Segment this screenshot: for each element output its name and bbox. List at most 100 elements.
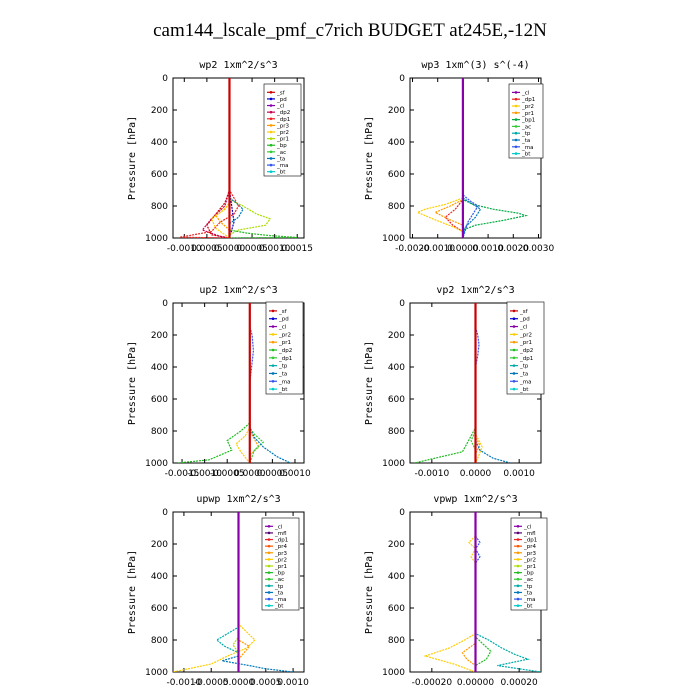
y-axis-label: Pressure [hPa] bbox=[364, 550, 375, 634]
legend-entry: _pr2 bbox=[521, 104, 534, 110]
y-tick-label: 800 bbox=[388, 636, 405, 646]
x-tick-label: -0.0010 bbox=[167, 678, 202, 688]
legend-marker bbox=[514, 118, 518, 121]
legend-marker bbox=[267, 551, 271, 555]
legend-marker bbox=[516, 571, 520, 574]
x-tick-label: -0.0015 bbox=[165, 469, 200, 479]
legend-entry: _pr4 bbox=[274, 544, 288, 550]
y-tick-label: 0 bbox=[162, 299, 168, 309]
y-tick-label: 200 bbox=[151, 331, 168, 341]
y-tick-label: 0 bbox=[162, 74, 168, 84]
legend-entry: _tp bbox=[521, 131, 531, 137]
series-line-pr3 bbox=[237, 512, 251, 660]
legend-marker bbox=[512, 387, 516, 391]
legend-entry: _sf bbox=[278, 309, 288, 315]
y-tick-label: 600 bbox=[388, 604, 405, 614]
legend-entry: _pr2 bbox=[274, 557, 287, 563]
legend-marker bbox=[512, 372, 516, 375]
chart-title: vp2 1xm^2/s^3 bbox=[436, 285, 514, 296]
series-line-tp bbox=[474, 512, 541, 672]
legend-entry: _pr2 bbox=[276, 130, 289, 136]
y-tick-label: 400 bbox=[388, 363, 405, 373]
legend-entry: _pr1 bbox=[523, 564, 536, 570]
legend-entry: _ma bbox=[276, 163, 288, 169]
series-group bbox=[414, 303, 511, 463]
legend-entry: _pr1 bbox=[521, 111, 534, 117]
series-line-pr1 bbox=[228, 78, 272, 236]
legend: _sf_pd_cl_dp2_dp1_pr3_pr2_pr1_bp_ac_ta_m… bbox=[263, 83, 302, 177]
y-tick-label: 400 bbox=[151, 138, 168, 148]
legend-entry: _bp bbox=[523, 571, 534, 577]
legend-entry: _ac bbox=[276, 150, 286, 156]
legend-marker bbox=[271, 356, 275, 360]
y-tick-label: 0 bbox=[399, 508, 405, 518]
x-tick-label: -0.0005 bbox=[210, 469, 245, 479]
legend-entry: _pr1 bbox=[274, 564, 287, 570]
legend-entry: _dp2 bbox=[278, 348, 292, 354]
legend-entry: _tp bbox=[523, 584, 533, 590]
legend-entry: _ta bbox=[274, 590, 283, 596]
legend-entry: _mfl bbox=[523, 531, 536, 537]
legend-marker bbox=[269, 97, 273, 101]
legend-entry: _tp bbox=[278, 364, 288, 370]
chart-title: wp2 1xm^2/s^3 bbox=[199, 60, 277, 71]
legend: _cl_mfl_dp1_pr4_pr3_pr2_pr1_bp_ac_tp_ta_… bbox=[261, 517, 300, 611]
legend-entry: _dp1 bbox=[523, 538, 537, 544]
x-tick-label: -0.0010 bbox=[420, 244, 455, 254]
legend-marker bbox=[267, 571, 271, 574]
legend-entry: _sf bbox=[276, 90, 286, 96]
x-tick-label: 0.0000 bbox=[214, 244, 246, 254]
legend-entry: _dp2 bbox=[276, 110, 290, 116]
legend-marker bbox=[516, 538, 520, 541]
legend-entry: _ta bbox=[523, 590, 532, 596]
legend-marker bbox=[512, 333, 516, 336]
legend-entry: _cl bbox=[278, 325, 287, 331]
legend-entry: _dp1 bbox=[521, 97, 535, 103]
y-tick-label: 800 bbox=[388, 202, 405, 212]
legend-entry: _dp2 bbox=[519, 348, 533, 354]
y-tick-label: 1000 bbox=[145, 234, 168, 244]
legend-marker bbox=[267, 538, 271, 541]
series-line-pr1 bbox=[249, 303, 260, 456]
series-line-dp2 bbox=[414, 303, 477, 463]
series-line-dp1 bbox=[179, 78, 240, 238]
series-group bbox=[416, 78, 529, 238]
legend-entry: _bt bbox=[278, 387, 288, 393]
legend-marker bbox=[512, 379, 516, 383]
legend-marker bbox=[269, 143, 273, 147]
legend-marker bbox=[271, 348, 275, 352]
legend-marker bbox=[516, 604, 520, 607]
legend-entry: _tp bbox=[519, 364, 529, 370]
legend-entry: _ac bbox=[521, 124, 531, 130]
series-line-bp1 bbox=[462, 78, 529, 231]
y-tick-label: 400 bbox=[388, 572, 405, 582]
series-line-pr2 bbox=[173, 512, 256, 672]
legend-box bbox=[265, 301, 304, 395]
y-axis-label: Pressure [hPa] bbox=[364, 116, 375, 200]
y-tick-label: 1000 bbox=[145, 459, 168, 469]
legend-marker bbox=[267, 597, 271, 601]
legend-marker bbox=[269, 150, 273, 154]
legend-marker bbox=[271, 309, 275, 313]
legend-marker bbox=[514, 91, 518, 94]
legend-marker bbox=[514, 138, 518, 142]
legend-marker bbox=[514, 152, 518, 155]
legend-marker bbox=[516, 525, 520, 528]
y-tick-label: 800 bbox=[151, 202, 168, 212]
legend-entry: _cl bbox=[274, 524, 283, 530]
legend-marker bbox=[267, 564, 271, 568]
x-tick-label: 0.0010 bbox=[279, 469, 311, 479]
legend-marker bbox=[512, 309, 516, 313]
y-tick-label: 600 bbox=[151, 604, 168, 614]
chart-title: upwp 1xm^2/s^3 bbox=[196, 494, 280, 505]
legend-marker bbox=[516, 591, 520, 594]
y-tick-label: 200 bbox=[151, 106, 168, 116]
chart-wp3: wp3 1xm^(3) s^(-4) Pressure [hPa] 0 200 400 6… bbox=[364, 60, 554, 254]
x-tick-label: -0.0010 bbox=[187, 469, 222, 479]
legend-marker bbox=[516, 531, 520, 535]
page-title: cam144_lscale_pmf_c7rich BUDGET at245E,-… bbox=[153, 20, 547, 41]
x-tick-label: 0.0005 bbox=[257, 469, 289, 479]
legend: _cl_dp1_pr2_pr1_bp1_ac_tp_ta_ma_bt bbox=[508, 83, 544, 159]
legend-marker bbox=[514, 145, 518, 149]
plot-frame bbox=[172, 77, 305, 239]
